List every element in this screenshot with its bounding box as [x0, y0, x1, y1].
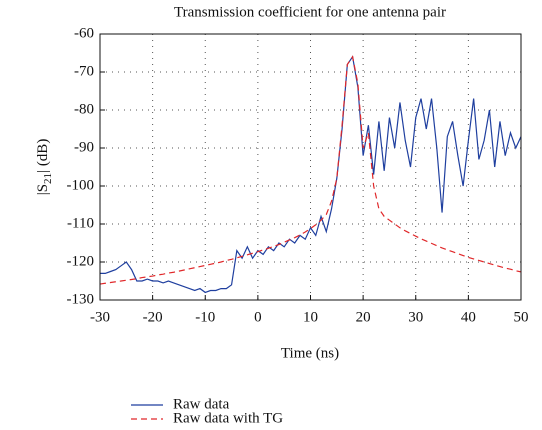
x-tick-label: -10 [195, 309, 215, 325]
y-tick-label: -90 [74, 139, 94, 155]
chart-title: Transmission coefficient for one antenna… [174, 4, 446, 20]
x-tick-label: 30 [408, 309, 423, 325]
y-axis-label: |S21| (dB) [35, 139, 53, 196]
x-axis-label: Time (ns) [281, 345, 339, 361]
y-tick-label: -80 [74, 101, 94, 117]
y-label-prefix: |S [35, 184, 51, 195]
x-tick-label: 0 [254, 309, 262, 325]
x-tick-label: -30 [90, 309, 110, 325]
legend-label: Raw data [173, 396, 230, 412]
x-tick-label: 50 [514, 309, 529, 325]
legend-label: Raw data with TG [173, 410, 283, 426]
y-tick-label: -120 [67, 253, 95, 269]
y-tick-label: -60 [74, 25, 94, 41]
y-label-suffix: | (dB) [35, 139, 51, 173]
y-label-subscript: 21 [42, 173, 54, 184]
y-tick-label: -130 [67, 291, 95, 307]
y-tick-label: -100 [67, 177, 95, 193]
x-tick-label: 20 [356, 309, 371, 325]
x-tick-label: 10 [303, 309, 318, 325]
plot-frame [99, 33, 522, 301]
data-line [99, 55, 522, 285]
y-tick-label: -70 [74, 63, 94, 79]
x-tick-label: 40 [461, 309, 476, 325]
data-line [100, 55, 522, 294]
x-tick-label: -20 [143, 309, 163, 325]
y-tick-label: -110 [67, 215, 94, 231]
